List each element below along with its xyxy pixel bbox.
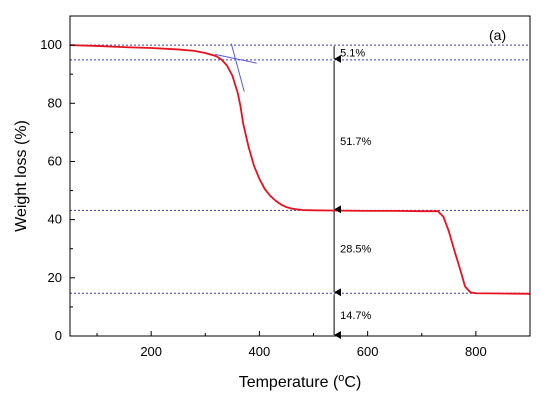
segment-label-0: 5.1% xyxy=(340,47,365,59)
series-layer xyxy=(70,44,530,295)
weight-loss-segments: 5.1% 51.7% 28.5% 14.7% xyxy=(333,46,372,339)
x-axis-title-unit: C) xyxy=(344,374,361,391)
y-axis: 0 20 40 60 80 100 xyxy=(40,37,75,343)
segment-label-1: 51.7% xyxy=(340,136,371,148)
tangent-layer xyxy=(214,43,257,92)
panel-label: (a) xyxy=(489,27,506,43)
y-tick-label-0: 0 xyxy=(55,328,62,343)
plot-frame xyxy=(69,15,531,337)
y-tick-label-1: 20 xyxy=(48,270,62,285)
segment-label-3: 14.7% xyxy=(340,310,371,322)
y-tick-label-4: 80 xyxy=(48,95,62,110)
reference-lines xyxy=(70,44,530,294)
tangent-line-0 xyxy=(230,43,245,92)
x-axis-title-main: Temperature ( xyxy=(239,374,339,391)
x-axis: 200 400 600 800 xyxy=(96,331,487,359)
y-axis-title: Weight loss (%) xyxy=(13,120,30,232)
x-tick-label-2: 600 xyxy=(357,344,379,359)
tangent-line-1 xyxy=(214,53,257,64)
x-axis-title: Temperature (oC) xyxy=(239,372,362,391)
y-tick-label-5: 100 xyxy=(40,37,62,52)
tga-curve-0 xyxy=(70,44,530,295)
segment-label-2: 28.5% xyxy=(340,244,371,256)
x-tick-label-0: 200 xyxy=(140,344,162,359)
x-tick-label-3: 800 xyxy=(465,344,487,359)
x-tick-label-1: 400 xyxy=(249,344,271,359)
y-tick-label-2: 40 xyxy=(48,212,62,227)
x-axis-title-degree: o xyxy=(338,372,344,384)
y-tick-label-3: 60 xyxy=(48,153,62,168)
